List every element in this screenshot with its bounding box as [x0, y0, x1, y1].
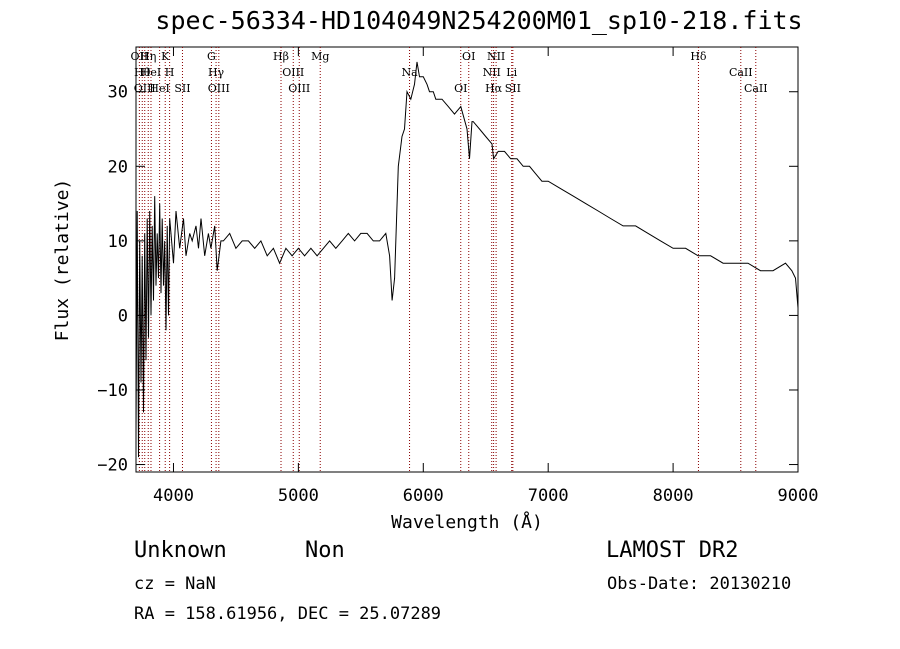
y-axis: −20 −10 0 10 20 30 — [97, 83, 798, 476]
emission-line-label: OI — [462, 50, 475, 63]
emission-line-label: Hδ — [690, 50, 707, 63]
emission-line-label: Li — [506, 66, 517, 79]
x-tick-label: 7000 — [528, 486, 569, 506]
plot-frame — [135, 46, 799, 473]
emission-line-label: SII — [505, 82, 521, 95]
redshift-value: cz = NaN — [134, 574, 216, 594]
emission-line-label: CaII — [729, 66, 753, 79]
observation-date: Obs-Date: 20130210 — [607, 574, 792, 594]
emission-line-label: Hη — [140, 50, 156, 63]
x-axis-label: Wavelength (Å) — [391, 511, 543, 533]
x-tick-label: 8000 — [653, 486, 694, 506]
y-tick-label: 0 — [118, 306, 128, 326]
chart-title: spec-56334-HD104049N254200M01_sp10-218.f… — [155, 6, 803, 35]
emission-line-label: K — [161, 50, 170, 63]
emission-line-label: CaII — [744, 82, 768, 95]
emission-line-label: Mg — [311, 50, 329, 63]
emission-line-label: Hβ — [273, 50, 289, 63]
y-axis-label: Flux (relative) — [52, 179, 73, 342]
emission-line-label: NII — [487, 50, 505, 63]
emission-line-label: Hα — [485, 82, 503, 95]
object-class: Unknown — [134, 538, 227, 563]
emission-line-label: OIII — [208, 82, 230, 95]
emission-line-label: OIII — [282, 66, 304, 79]
x-tick-label: 5000 — [278, 486, 319, 506]
emission-line-label: Hγ — [208, 66, 225, 79]
emission-line-label: G — [207, 50, 216, 63]
y-tick-label: −10 — [97, 381, 128, 401]
y-tick-label: −20 — [97, 456, 128, 476]
emission-line-label: OII — [131, 50, 149, 63]
y-tick-label: 10 — [108, 232, 128, 252]
emission-line-label: SII — [174, 82, 190, 95]
emission-line-markers — [138, 47, 757, 472]
x-axis: 4000 5000 6000 7000 8000 9000 — [153, 47, 818, 506]
x-tick-label: 4000 — [153, 486, 194, 506]
emission-line-label: HeI — [141, 66, 161, 79]
emission-line-label: H — [165, 66, 175, 79]
emission-line-label: OI — [454, 82, 467, 95]
object-subclass: Non — [305, 538, 345, 563]
emission-line-label: OIII — [288, 82, 310, 95]
x-tick-label: 6000 — [403, 486, 444, 506]
survey-name: LAMOST DR2 — [606, 538, 739, 563]
emission-line-labels: OIIHθOIIIHηHeIHeIKHSIIGHγOIIIHβOIIIOIIIM… — [131, 50, 768, 95]
x-tick-label: 9000 — [778, 486, 819, 506]
emission-line-label: NII — [483, 66, 501, 79]
y-tick-label: 30 — [108, 83, 128, 103]
spectrum-line — [135, 61, 799, 458]
sky-coordinates: RA = 158.61956, DEC = 25.07289 — [134, 604, 442, 624]
emission-line-label: Na — [401, 66, 418, 79]
y-tick-label: 20 — [108, 157, 128, 177]
emission-line-label: Hθ — [134, 66, 151, 79]
emission-line-label: HeI — [149, 82, 169, 95]
